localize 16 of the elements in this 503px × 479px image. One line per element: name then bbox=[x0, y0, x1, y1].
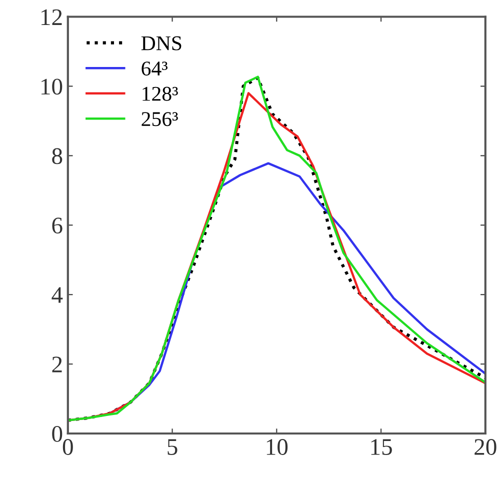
x-tick-label: 20 bbox=[474, 439, 496, 455]
y-tick-label: 8 bbox=[52, 148, 62, 164]
x-tick-label: 0 bbox=[62, 439, 73, 455]
y-tick-label: 12 bbox=[42, 9, 62, 25]
y-tick-label: 10 bbox=[42, 78, 62, 95]
legend-label: 256³ bbox=[142, 112, 178, 126]
y-tick-label: 4 bbox=[52, 287, 63, 303]
legend-label: 128³ bbox=[142, 86, 178, 101]
legend-label: 64³ bbox=[142, 62, 168, 76]
y-tick-label: 6 bbox=[52, 218, 62, 234]
legend-label: DNS bbox=[141, 36, 182, 50]
x-tick-label: 5 bbox=[168, 439, 178, 455]
y-tick-label: 0 bbox=[52, 426, 62, 442]
x-tick-label: 10 bbox=[266, 439, 288, 455]
x-tick-label: 15 bbox=[371, 439, 392, 455]
y-tick-label: 2 bbox=[52, 356, 62, 372]
